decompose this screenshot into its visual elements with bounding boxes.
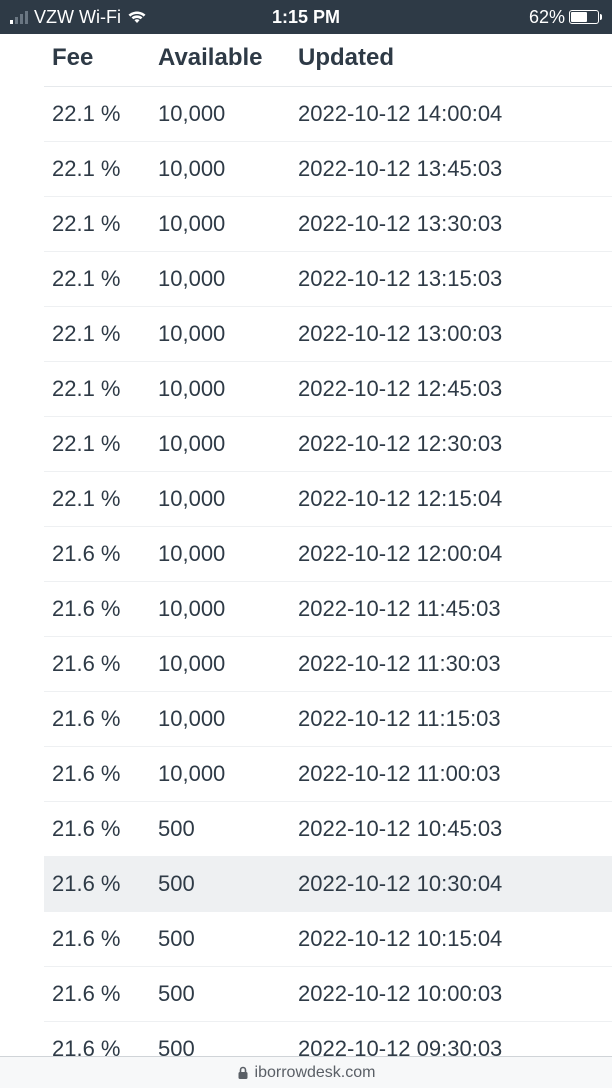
cell-fee: 21.6 %: [44, 582, 150, 637]
cell-fee: 21.6 %: [44, 967, 150, 1022]
cell-fee: 21.6 %: [44, 692, 150, 747]
cell-updated: 2022-10-12 10:00:03: [290, 967, 612, 1022]
cell-available: 500: [150, 912, 290, 967]
status-left: VZW Wi-Fi: [10, 7, 272, 28]
column-header-updated[interactable]: Updated: [290, 34, 612, 87]
cell-updated: 2022-10-12 10:15:04: [290, 912, 612, 967]
cell-available: 10,000: [150, 692, 290, 747]
cell-available: 10,000: [150, 142, 290, 197]
cell-updated: 2022-10-12 14:00:04: [290, 87, 612, 142]
table-row[interactable]: 21.6 %10,0002022-10-12 11:00:03: [44, 747, 612, 802]
cell-updated: 2022-10-12 12:15:04: [290, 472, 612, 527]
cell-fee: 21.6 %: [44, 912, 150, 967]
cell-available: 10,000: [150, 747, 290, 802]
cell-fee: 22.1 %: [44, 252, 150, 307]
cell-available: 10,000: [150, 197, 290, 252]
column-header-available[interactable]: Available: [150, 34, 290, 87]
table-row[interactable]: 21.6 %10,0002022-10-12 11:45:03: [44, 582, 612, 637]
cell-fee: 22.1 %: [44, 307, 150, 362]
carrier-label: VZW Wi-Fi: [34, 7, 121, 28]
cell-available: 500: [150, 857, 290, 912]
cell-updated: 2022-10-12 11:00:03: [290, 747, 612, 802]
cell-available: 10,000: [150, 252, 290, 307]
cell-fee: 21.6 %: [44, 1022, 150, 1057]
cell-updated: 2022-10-12 12:30:03: [290, 417, 612, 472]
cell-updated: 2022-10-12 11:45:03: [290, 582, 612, 637]
borrow-table: Fee Available Updated 22.1 %10,0002022-1…: [44, 34, 612, 1056]
address-domain: iborrowdesk.com: [255, 1064, 376, 1082]
wifi-icon: [127, 10, 147, 24]
cell-available: 10,000: [150, 362, 290, 417]
cell-available: 10,000: [150, 637, 290, 692]
cell-fee: 22.1 %: [44, 472, 150, 527]
cell-available: 10,000: [150, 527, 290, 582]
table-row[interactable]: 21.6 %10,0002022-10-12 12:00:04: [44, 527, 612, 582]
status-time: 1:15 PM: [272, 7, 340, 28]
cell-available: 500: [150, 967, 290, 1022]
table-row[interactable]: 22.1 %10,0002022-10-12 12:30:03: [44, 417, 612, 472]
cell-fee: 21.6 %: [44, 527, 150, 582]
content-area[interactable]: Fee Available Updated 22.1 %10,0002022-1…: [0, 34, 612, 1056]
table-row[interactable]: 22.1 %10,0002022-10-12 13:30:03: [44, 197, 612, 252]
table-row[interactable]: 22.1 %10,0002022-10-12 12:45:03: [44, 362, 612, 417]
cell-updated: 2022-10-12 13:45:03: [290, 142, 612, 197]
cell-fee: 22.1 %: [44, 197, 150, 252]
table-header-row: Fee Available Updated: [44, 34, 612, 87]
cell-available: 10,000: [150, 472, 290, 527]
browser-address-bar[interactable]: iborrowdesk.com: [0, 1056, 612, 1088]
table-row[interactable]: 22.1 %10,0002022-10-12 13:00:03: [44, 307, 612, 362]
table-row[interactable]: 21.6 %10,0002022-10-12 11:15:03: [44, 692, 612, 747]
cell-fee: 21.6 %: [44, 747, 150, 802]
table-row[interactable]: 21.6 %5002022-10-12 10:30:04: [44, 857, 612, 912]
column-header-fee[interactable]: Fee: [44, 34, 150, 87]
cell-updated: 2022-10-12 13:30:03: [290, 197, 612, 252]
table-row[interactable]: 21.6 %5002022-10-12 10:00:03: [44, 967, 612, 1022]
cell-updated: 2022-10-12 10:30:04: [290, 857, 612, 912]
cell-fee: 22.1 %: [44, 362, 150, 417]
table-row[interactable]: 21.6 %5002022-10-12 09:30:03: [44, 1022, 612, 1057]
table-row[interactable]: 21.6 %5002022-10-12 10:15:04: [44, 912, 612, 967]
cell-fee: 21.6 %: [44, 857, 150, 912]
cell-available: 10,000: [150, 87, 290, 142]
cell-available: 10,000: [150, 307, 290, 362]
cell-fee: 21.6 %: [44, 637, 150, 692]
cell-available: 500: [150, 1022, 290, 1057]
table-row[interactable]: 22.1 %10,0002022-10-12 13:15:03: [44, 252, 612, 307]
table-row[interactable]: 21.6 %10,0002022-10-12 11:30:03: [44, 637, 612, 692]
cell-updated: 2022-10-12 11:30:03: [290, 637, 612, 692]
cell-fee: 21.6 %: [44, 802, 150, 857]
lock-icon: [237, 1066, 249, 1080]
cell-updated: 2022-10-12 09:30:03: [290, 1022, 612, 1057]
cell-fee: 22.1 %: [44, 417, 150, 472]
signal-bars-icon: [10, 10, 28, 24]
cell-updated: 2022-10-12 13:15:03: [290, 252, 612, 307]
cell-fee: 22.1 %: [44, 87, 150, 142]
table-row[interactable]: 21.6 %5002022-10-12 10:45:03: [44, 802, 612, 857]
status-right: 62%: [340, 7, 602, 28]
cell-updated: 2022-10-12 12:00:04: [290, 527, 612, 582]
cell-updated: 2022-10-12 10:45:03: [290, 802, 612, 857]
cell-available: 10,000: [150, 582, 290, 637]
table-row[interactable]: 22.1 %10,0002022-10-12 14:00:04: [44, 87, 612, 142]
status-bar: VZW Wi-Fi 1:15 PM 62%: [0, 0, 612, 34]
table-row[interactable]: 22.1 %10,0002022-10-12 12:15:04: [44, 472, 612, 527]
cell-available: 10,000: [150, 417, 290, 472]
cell-updated: 2022-10-12 12:45:03: [290, 362, 612, 417]
cell-updated: 2022-10-12 13:00:03: [290, 307, 612, 362]
cell-updated: 2022-10-12 11:15:03: [290, 692, 612, 747]
cell-fee: 22.1 %: [44, 142, 150, 197]
cell-available: 500: [150, 802, 290, 857]
battery-icon: [569, 10, 602, 24]
battery-percent-label: 62%: [529, 7, 565, 28]
table-row[interactable]: 22.1 %10,0002022-10-12 13:45:03: [44, 142, 612, 197]
